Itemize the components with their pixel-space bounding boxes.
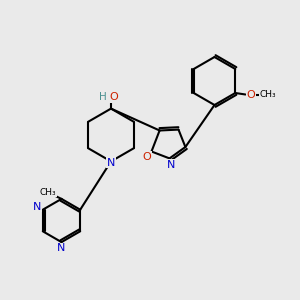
Text: O: O: [247, 89, 255, 100]
Text: N: N: [107, 158, 115, 168]
Text: N: N: [33, 202, 42, 212]
Text: N: N: [57, 243, 66, 253]
Text: N: N: [167, 160, 175, 170]
Text: CH₃: CH₃: [259, 90, 276, 99]
Text: O: O: [142, 152, 152, 162]
Text: O: O: [109, 92, 118, 102]
Text: CH₃: CH₃: [40, 188, 56, 197]
Text: H: H: [99, 92, 106, 102]
